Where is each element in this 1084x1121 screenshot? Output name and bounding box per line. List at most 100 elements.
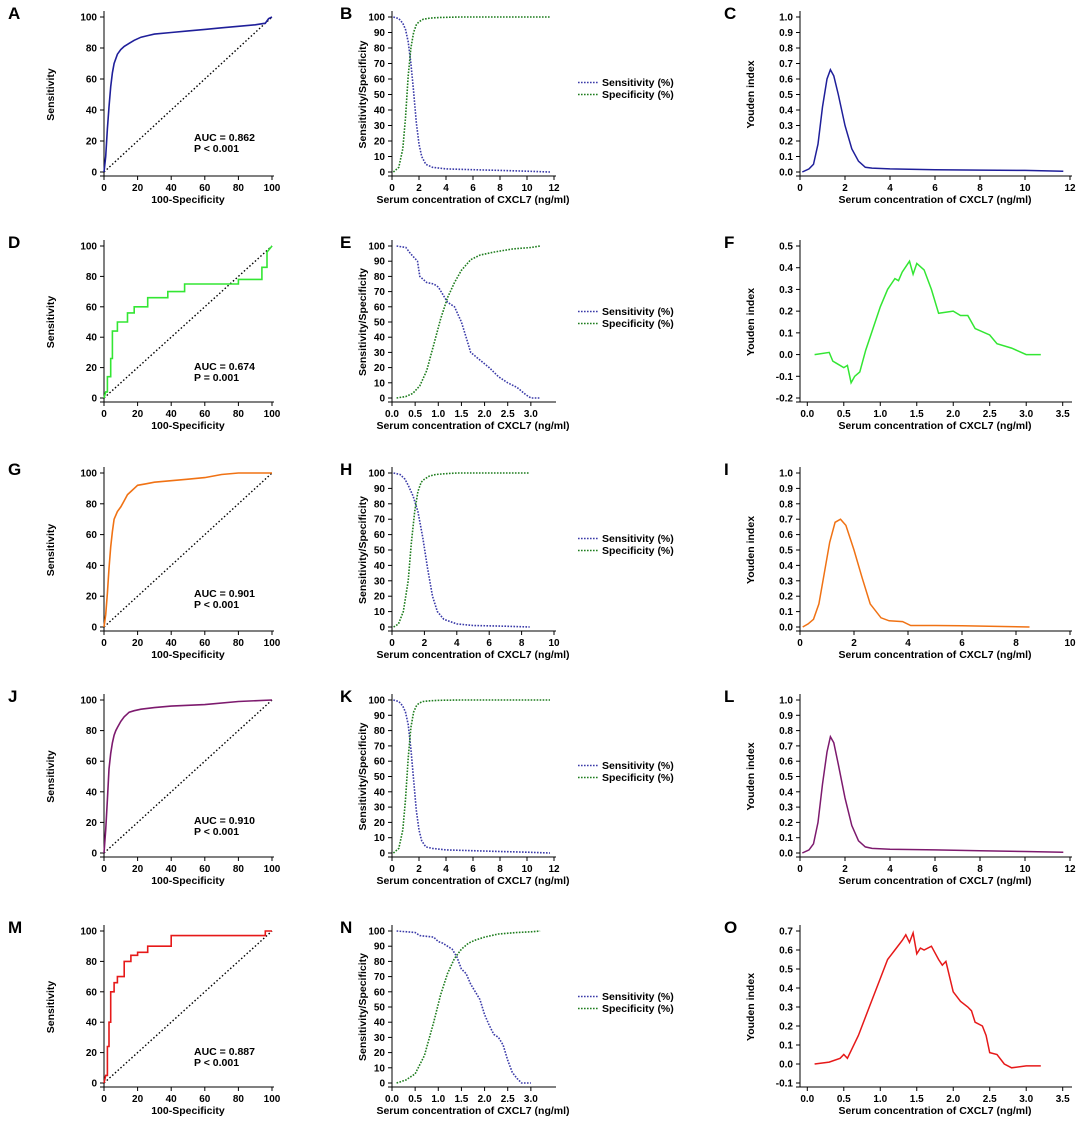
y-tick-label: 80	[86, 726, 98, 737]
x-tick-label: 1.0	[873, 409, 887, 420]
x-tick-label: 3.0	[524, 1094, 538, 1105]
sensitivity-curve	[396, 245, 541, 399]
y-tick-label: 0.5	[779, 546, 793, 557]
x-tick-label: 100	[264, 183, 281, 194]
x-tick-label: 10	[548, 638, 560, 649]
y-axis-title: Youden index	[745, 973, 757, 1041]
y-axis-title: Sensitivity	[45, 296, 57, 349]
p-value-label: P < 0.001	[194, 1057, 239, 1069]
y-tick-label: 0.1	[779, 152, 793, 163]
x-axis-title: Serum concentration of CXCL7 (ng/ml)	[376, 875, 569, 887]
x-tick-label: 10	[521, 183, 533, 194]
legend: Sensitivity (%)Specificity (%)	[578, 760, 674, 784]
p-value-label: P < 0.001	[194, 599, 239, 611]
y-tick-label: 0	[379, 1079, 385, 1090]
x-tick-label: 0.5	[408, 1094, 422, 1105]
reference-diagonal	[103, 930, 273, 1084]
y-tick-label: 0.8	[779, 44, 793, 55]
y-tick-label: 60	[86, 530, 98, 541]
y-tick-label: -0.1	[776, 372, 794, 383]
y-tick-label: 100	[80, 242, 97, 253]
x-tick-label: 2.5	[501, 1094, 515, 1105]
x-tick-label: 0	[389, 183, 395, 194]
x-tick-label: 0.0	[800, 409, 814, 420]
y-tick-label: 100	[80, 13, 97, 24]
panel-letter: H	[340, 460, 352, 479]
x-tick-label: 1.5	[454, 1094, 468, 1105]
auc-label: AUC = 0.901	[194, 588, 255, 600]
y-tick-label: 40	[86, 106, 98, 117]
specificity-curve	[393, 472, 530, 628]
x-tick-label: 3.0	[1019, 1094, 1033, 1105]
x-tick-label: 80	[233, 183, 245, 194]
y-tick-label: 0	[91, 623, 97, 634]
legend: Sensitivity (%)Specificity (%)	[578, 991, 674, 1015]
panel-letter: F	[724, 233, 734, 252]
x-tick-label: 1.0	[431, 1094, 445, 1105]
x-tick-label: 8	[497, 183, 503, 194]
x-tick-label: 0	[389, 864, 395, 875]
y-tick-label: 0.7	[779, 741, 793, 752]
legend: Sensitivity (%)Specificity (%)	[578, 533, 674, 557]
x-axis-title: Serum concentration of CXCL7 (ng/ml)	[838, 420, 1031, 432]
y-tick-label: 0.5	[779, 242, 793, 253]
y-tick-label: 30	[374, 348, 386, 359]
reference-diagonal	[103, 699, 273, 854]
x-tick-label: 60	[199, 183, 211, 194]
specificity-curve	[392, 699, 550, 854]
y-tick-label: 0.7	[779, 927, 793, 938]
sensitivity-curve	[396, 930, 531, 1084]
x-tick-label: 2.0	[946, 409, 960, 420]
panel-letter: G	[8, 460, 21, 479]
y-tick-label: 0.3	[779, 285, 793, 296]
x-tick-label: 10	[521, 864, 533, 875]
x-tick-label: 8	[977, 864, 983, 875]
y-tick-label: 30	[374, 121, 386, 132]
x-tick-label: 1.0	[873, 1094, 887, 1105]
x-tick-label: 100	[264, 409, 281, 420]
chart-panel-a: A 0 20 40 60 80 100 0 20 40 60 80 100 100-Specificity…	[8, 4, 281, 206]
y-tick-label: 50	[374, 1003, 386, 1014]
y-tick-label: 0.9	[779, 711, 793, 722]
panel-letter: N	[340, 918, 352, 937]
x-tick-label: 80	[233, 409, 245, 420]
y-tick-label: 40	[374, 333, 386, 344]
y-tick-label: 0.6	[779, 75, 793, 86]
chart-panel-f: F -0.2 -0.1 0.0 0.1 0.2 0.3 0.4 0.5 0.0 0.5 1.0 1.5 2…	[724, 233, 1072, 432]
x-tick-label: 0.0	[385, 1094, 399, 1105]
x-tick-label: 6	[932, 183, 938, 194]
x-tick-label: 0	[797, 183, 803, 194]
chart-panel-g: G 0 20 40 60 80 100 0 20 40 60 80 100 100-Specificity…	[8, 460, 281, 661]
x-tick-label: 60	[199, 638, 211, 649]
y-tick-label: 90	[374, 484, 386, 495]
y-tick-label: 0.2	[779, 307, 793, 318]
y-tick-label: 50	[374, 772, 386, 783]
y-tick-label: 0.1	[779, 328, 793, 339]
chart-panel-d: D 0 20 40 60 80 100 0 20 40 60 80 100 100-Specificity…	[8, 233, 281, 432]
y-tick-label: 70	[374, 287, 386, 298]
legend-label: Sensitivity (%)	[602, 306, 674, 318]
y-tick-label: 0.4	[779, 263, 793, 274]
y-axis-title: Youden index	[745, 516, 757, 584]
x-tick-label: 20	[132, 864, 144, 875]
y-tick-label: 100	[368, 13, 385, 24]
x-tick-label: 10	[1019, 864, 1031, 875]
x-axis-title: Serum concentration of CXCL7 (ng/ml)	[376, 649, 569, 661]
x-tick-label: 60	[199, 864, 211, 875]
panel-letter: B	[340, 4, 352, 23]
y-tick-label: 0.4	[779, 984, 793, 995]
y-tick-label: 0.4	[779, 787, 793, 798]
x-axis-title: 100-Specificity	[151, 875, 225, 887]
x-tick-label: 0	[101, 183, 107, 194]
y-axis-title: Youden index	[745, 288, 757, 356]
x-tick-label: 3.0	[524, 409, 538, 420]
x-axis-title: 100-Specificity	[151, 194, 225, 206]
x-axis-title: Serum concentration of CXCL7 (ng/ml)	[838, 649, 1031, 661]
x-tick-label: 100	[264, 638, 281, 649]
x-tick-label: 2.5	[983, 409, 997, 420]
x-tick-label: 10	[1019, 183, 1031, 194]
specificity-curve	[396, 245, 541, 399]
y-tick-label: 10	[374, 1063, 386, 1074]
x-tick-label: 2	[842, 864, 848, 875]
panel-letter: D	[8, 233, 20, 252]
